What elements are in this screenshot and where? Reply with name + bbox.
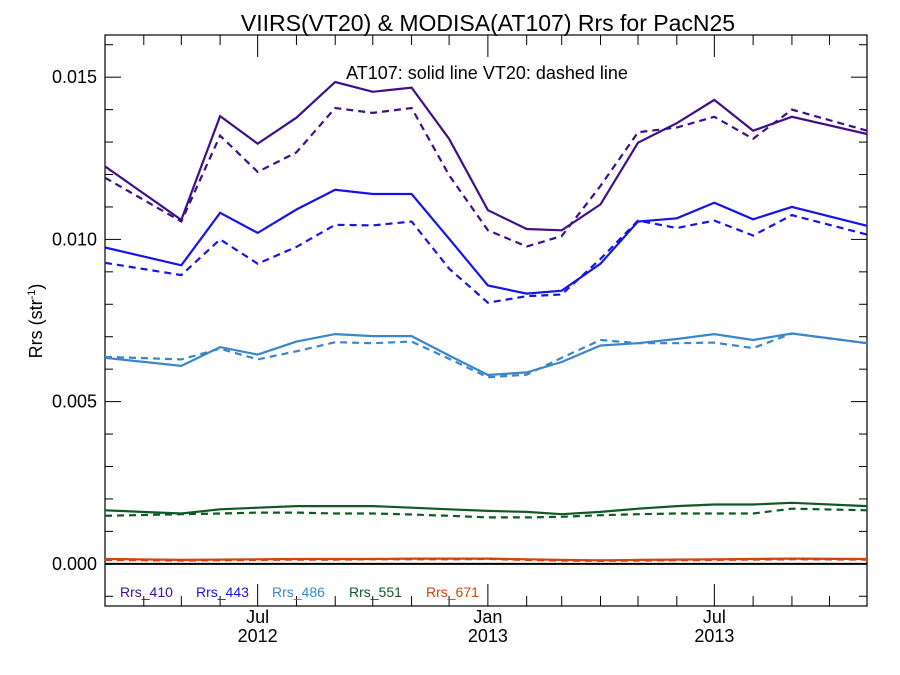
x-tick-label-month: Jan [473, 607, 502, 627]
plot-frame [104, 34, 868, 607]
x-tick-label-month: Jul [703, 607, 726, 627]
y-tick-label: 0.005 [52, 392, 97, 412]
rrs-486-vt20-dashed-line [104, 332, 868, 379]
y-axis-label-main: Rrs (str [26, 299, 46, 358]
legend-item-rrs-410: Rrs_410 [120, 584, 173, 600]
legend-item-rrs-443: Rrs_443 [196, 584, 249, 600]
series-layer [104, 80, 868, 563]
y-tick-label: 0.000 [52, 554, 97, 574]
y-axis: 0.000 0.005 0.010 0.015 [52, 44, 867, 597]
x-tick-label-year: 2013 [694, 626, 734, 646]
legend-item-rrs-486: Rrs_486 [272, 584, 325, 600]
y-axis-label-close: ) [26, 284, 46, 290]
rrs-551-at107-solid-line [104, 501, 868, 516]
rrs-443-at107-solid-line [104, 188, 868, 295]
x-tick-label-year: 2013 [468, 626, 508, 646]
chart-title: VIIRS(VT20) & MODISA(AT107) Rrs for PacN… [241, 10, 735, 36]
x-tick-label-month: Jul [246, 607, 269, 627]
line-style-annotation: AT107: solid line VT20: dashed line [346, 63, 628, 83]
y-axis-label-superscript: -1 [26, 290, 38, 300]
rrs-410-vt20-dashed-line [104, 106, 868, 248]
rrs-486-at107-solid-line [104, 332, 868, 377]
x-tick-label-year: 2012 [238, 626, 278, 646]
y-axis-label: Rrs (str-1) [26, 284, 46, 359]
y-tick-label: 0.010 [52, 229, 97, 249]
y-tick-label: 0.015 [52, 67, 97, 87]
rrs-410-at107-solid-line [104, 80, 868, 232]
rrs-443-vt20-dashed-line [104, 213, 868, 304]
legend-item-rrs-551: Rrs_551 [349, 584, 402, 600]
legend-item-rrs-671: Rrs_671 [426, 584, 479, 600]
legend: Rrs_410 Rrs_443 Rrs_486 Rrs_551 Rrs_671 [120, 584, 479, 600]
rrs-671-at107-solid-line [104, 557, 868, 562]
